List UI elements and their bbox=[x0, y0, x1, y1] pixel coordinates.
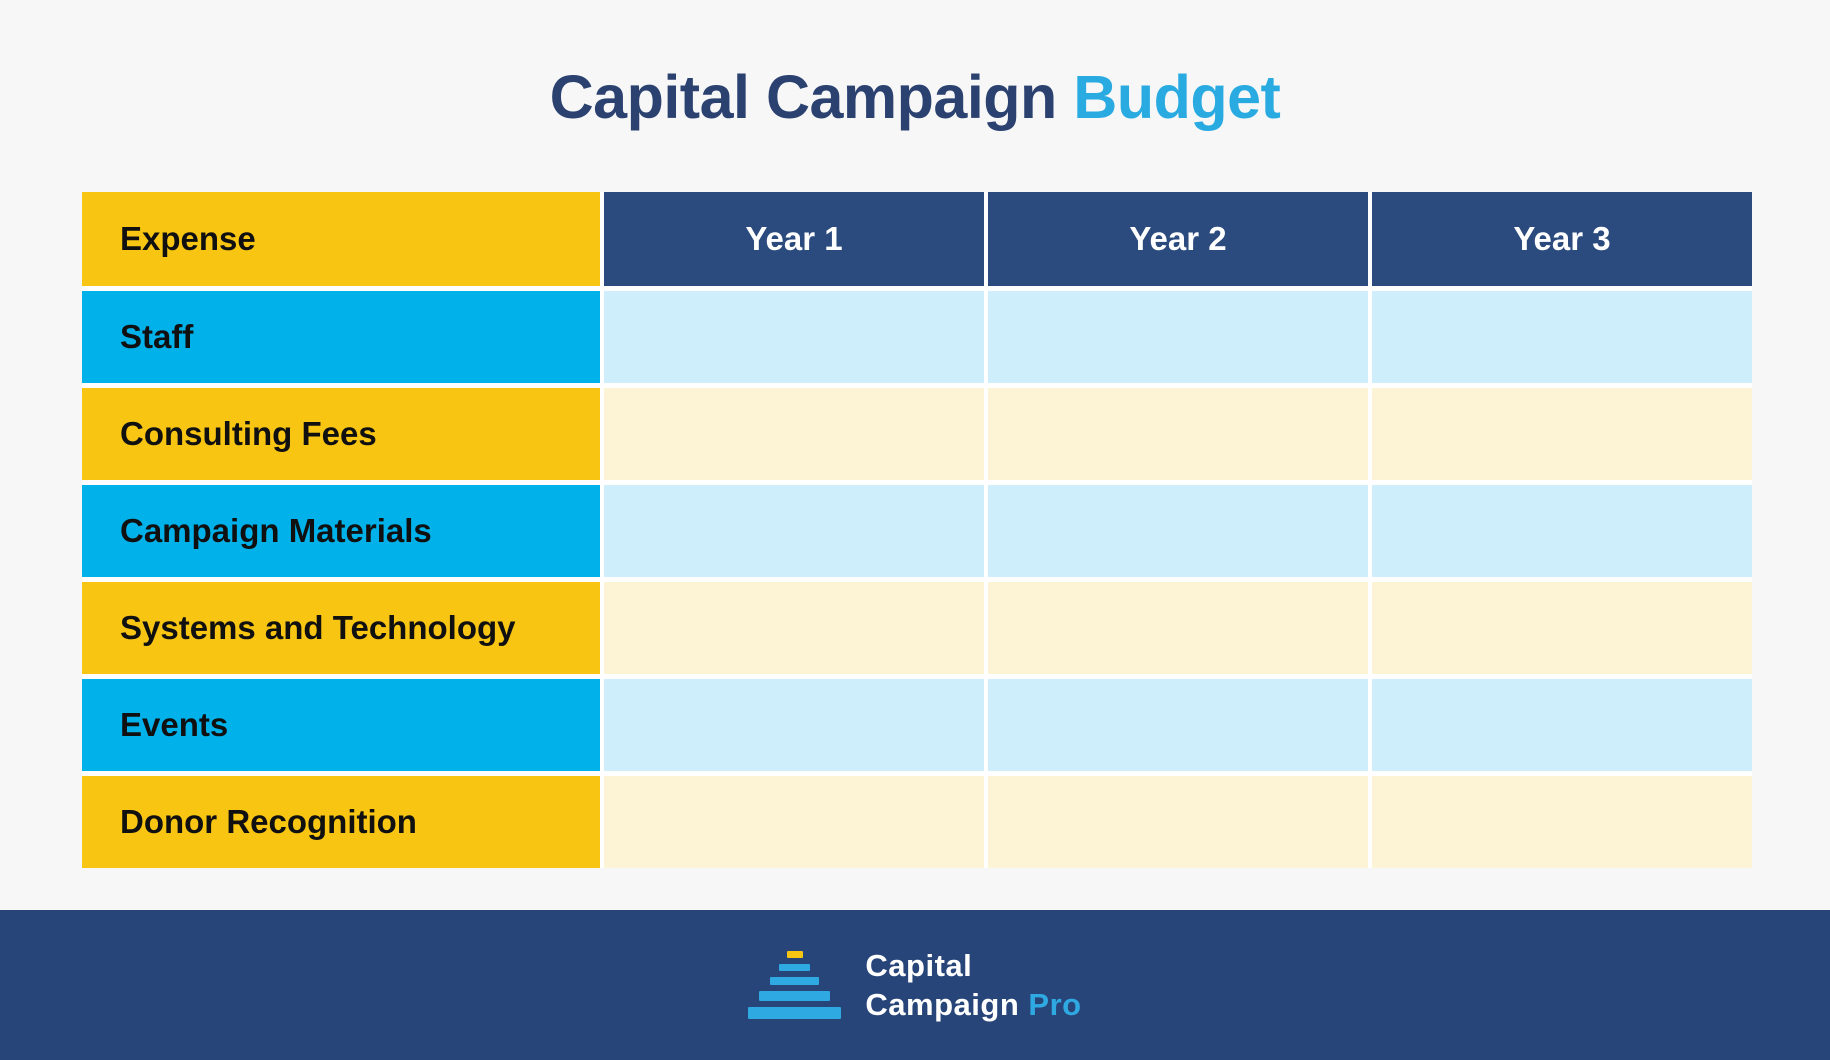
brand-suffix: Pro bbox=[1028, 987, 1082, 1022]
row-label-donor-recognition: Donor Recognition bbox=[82, 776, 600, 868]
table-cell bbox=[1372, 485, 1752, 577]
table-cell bbox=[1372, 776, 1752, 868]
row-label-staff: Staff bbox=[82, 291, 600, 383]
table-cell bbox=[1372, 582, 1752, 674]
brand-name: Capital Campaign Pro bbox=[865, 946, 1081, 1024]
brand-name-line1: Capital bbox=[865, 948, 973, 983]
pyramid-bar bbox=[770, 977, 820, 985]
table-cell bbox=[604, 291, 984, 383]
table-cell bbox=[1372, 291, 1752, 383]
row-label-events: Events bbox=[82, 679, 600, 771]
budget-table: Expense Year 1 Year 2 Year 3 Staff Consu… bbox=[82, 192, 1752, 868]
table-cell bbox=[988, 679, 1368, 771]
row-label-systems-technology: Systems and Technology bbox=[82, 582, 600, 674]
pyramid-logo-icon bbox=[748, 951, 842, 1019]
pyramid-bar bbox=[759, 991, 831, 1001]
table-cell bbox=[1372, 679, 1752, 771]
table-cell bbox=[604, 776, 984, 868]
table-cell bbox=[988, 485, 1368, 577]
table-cell bbox=[604, 582, 984, 674]
table-cell bbox=[988, 776, 1368, 868]
page-title: Capital Campaign Budget bbox=[0, 62, 1830, 132]
header-cell-year2: Year 2 bbox=[988, 192, 1368, 286]
header-cell-year1: Year 1 bbox=[604, 192, 984, 286]
header-cell-expense: Expense bbox=[82, 192, 600, 286]
page-title-accent: Budget bbox=[1073, 63, 1281, 131]
footer-brand-bar: Capital Campaign Pro bbox=[0, 910, 1830, 1060]
table-cell bbox=[604, 679, 984, 771]
table-cell bbox=[604, 388, 984, 480]
table-cell bbox=[988, 582, 1368, 674]
header-cell-year3: Year 3 bbox=[1372, 192, 1752, 286]
pyramid-bar-top bbox=[786, 951, 803, 958]
table-cell bbox=[988, 388, 1368, 480]
brand-logo: Capital Campaign Pro bbox=[748, 946, 1081, 1024]
table-cell bbox=[988, 291, 1368, 383]
page-title-main: Capital Campaign bbox=[549, 63, 1058, 131]
table-cell bbox=[1372, 388, 1752, 480]
row-label-consulting-fees: Consulting Fees bbox=[82, 388, 600, 480]
table-cell bbox=[604, 485, 984, 577]
row-label-campaign-materials: Campaign Materials bbox=[82, 485, 600, 577]
pyramid-bar bbox=[779, 964, 811, 971]
brand-name-line2: Campaign Pro bbox=[865, 987, 1082, 1022]
pyramid-bar bbox=[748, 1007, 842, 1019]
